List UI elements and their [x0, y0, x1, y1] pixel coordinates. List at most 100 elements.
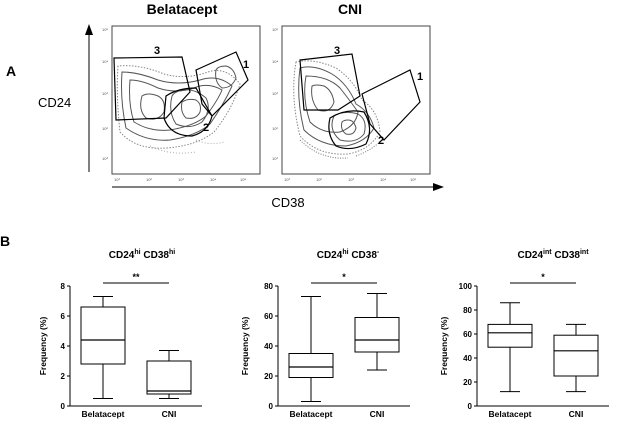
svg-text:10⁵: 10⁵ — [410, 177, 416, 182]
svg-text:10³: 10³ — [272, 156, 278, 161]
y-tick-label: 8 — [61, 282, 66, 291]
svg-text:10²: 10² — [272, 126, 278, 131]
box-cni: CNI — [354, 293, 400, 419]
significance-label: * — [541, 272, 545, 282]
gate-1-cni — [361, 69, 421, 141]
title-part-title_main2: CD38 — [349, 250, 378, 261]
iqr-box — [354, 317, 400, 353]
box-chart-3: CD24int CD38int 0 20 40 60 80 100 Frequency (%)… — [439, 249, 609, 419]
box-cni: CNI — [553, 323, 599, 419]
gate-3-cni — [299, 53, 361, 111]
title-part-title_sup1: int — [543, 249, 552, 256]
svg-text:10³: 10³ — [102, 91, 108, 96]
gate-label-2-belatacept: 2 — [203, 122, 209, 134]
iqr-box — [288, 353, 334, 378]
svg-text:10³: 10³ — [348, 177, 354, 182]
y-tick-label: 20 — [264, 372, 273, 381]
svg-text:10³: 10³ — [114, 177, 120, 182]
flow-title-cni: CNI — [338, 1, 362, 17]
gate-2-cni — [328, 110, 371, 150]
flow-gates — [299, 53, 421, 150]
x-category-label: CNI — [162, 409, 177, 419]
y-axis-label: Frequency (%) — [240, 317, 250, 376]
y-axis-label: Frequency (%) — [439, 317, 449, 376]
flow-plot-frame — [281, 25, 431, 175]
flow-gates — [113, 51, 249, 137]
box-belatacept: Belatacept — [288, 296, 334, 419]
flow-y-arrow — [85, 24, 93, 172]
title-part-title_main2: CD38 — [141, 250, 170, 261]
flow-title-belatacept: Belatacept — [147, 1, 218, 17]
y-axis-label: Frequency (%) — [38, 317, 48, 376]
title-part-title_sup1: hi — [134, 249, 140, 256]
flow-ticks-cni: 10⁵ 10⁴ 10³ 10² 10³ 10³ 10² 10³ 10⁴ 10⁵ — [272, 27, 416, 182]
gate-label-1-belatacept: 1 — [243, 59, 249, 71]
gate-label-3-cni: 3 — [334, 45, 340, 57]
y-tick-label: 100 — [459, 282, 473, 291]
title-part-title_sup2: hi — [169, 249, 175, 256]
flow-xlabel: CD38 — [271, 195, 304, 210]
gate-label-1-cni: 1 — [417, 71, 423, 83]
svg-text:10⁴: 10⁴ — [380, 177, 386, 182]
iqr-box — [146, 360, 192, 395]
box-chart-title: CD24int CD38int — [517, 249, 589, 261]
svg-text:10³: 10³ — [272, 91, 278, 96]
box-chart-title: CD24hi CD38hi — [109, 249, 175, 261]
svg-text:10³: 10³ — [178, 177, 184, 182]
svg-text:10³: 10³ — [102, 156, 108, 161]
y-tick-label: 0 — [269, 402, 274, 411]
box-chart-2: CD24hi CD38- 0 20 40 60 80 Frequency (%) Belata… — [240, 249, 410, 419]
svg-text:10⁴: 10⁴ — [102, 59, 108, 64]
svg-text:10³: 10³ — [284, 177, 290, 182]
svg-text:10⁴: 10⁴ — [210, 177, 216, 182]
x-category-label: Belatacept — [290, 409, 333, 419]
panel-label-b: B — [0, 233, 10, 249]
y-tick-label: 60 — [264, 312, 273, 321]
y-tick-label: 2 — [61, 372, 66, 381]
y-tick-label: 0 — [61, 402, 66, 411]
gate-2-belatacept — [163, 87, 213, 137]
y-tick-label: 20 — [463, 378, 472, 387]
y-tick-label: 40 — [264, 342, 273, 351]
y-tick-label: 0 — [468, 402, 473, 411]
y-tick-label: 80 — [463, 306, 472, 315]
y-tick-label: 6 — [61, 312, 66, 321]
title-part-title_main: CD24 — [517, 250, 543, 261]
gate-3-belatacept — [113, 56, 191, 121]
box-chart-title: CD24hi CD38- — [317, 249, 380, 261]
x-category-label: CNI — [569, 409, 584, 419]
iqr-box — [553, 334, 599, 377]
title-part-title_main: CD24 — [109, 250, 135, 261]
svg-text:10⁵: 10⁵ — [272, 27, 278, 32]
gate-label-3-belatacept: 3 — [154, 45, 160, 57]
panel-label-a: A — [6, 63, 16, 79]
flow-ticks-belatacept: 10⁵ 10⁴ 10³ 10² 10³ 10³ 10² 10³ 10⁴ 10⁵ — [102, 27, 246, 182]
title-part-title_sup2: - — [377, 249, 380, 256]
svg-text:10²: 10² — [102, 126, 108, 131]
box-belatacept: Belatacept — [487, 302, 533, 419]
x-category-label: Belatacept — [489, 409, 532, 419]
significance-label: * — [342, 272, 346, 282]
title-part-title_sup1: hi — [342, 249, 348, 256]
y-tick-label: 80 — [264, 282, 273, 291]
flow-plot-cni: 3 1 2 10⁵ 10⁴ 10³ 10² 10³ 10³ 10² 10³ 10… — [272, 25, 431, 182]
y-tick-label: 4 — [61, 342, 66, 351]
flow-plot-belatacept: 3 1 2 10⁵ 10⁴ 10³ 10² 10³ 10³ 10² 10³ 10… — [102, 25, 261, 182]
flow-ylabel: CD24 — [38, 95, 71, 110]
svg-text:10²: 10² — [316, 177, 322, 182]
svg-text:10⁵: 10⁵ — [240, 177, 246, 182]
gate-label-2-cni: 2 — [378, 135, 384, 147]
significance-label: ** — [132, 272, 140, 282]
svg-text:10²: 10² — [146, 177, 152, 182]
svg-text:10⁴: 10⁴ — [272, 59, 278, 64]
x-category-label: Belatacept — [82, 409, 125, 419]
y-tick-label: 60 — [463, 330, 472, 339]
y-tick-label: 40 — [463, 354, 472, 363]
iqr-box — [487, 323, 533, 348]
flow-x-arrow — [112, 183, 444, 191]
flow-density-contours — [116, 65, 241, 154]
title-part-title_main2: CD38 — [552, 250, 581, 261]
